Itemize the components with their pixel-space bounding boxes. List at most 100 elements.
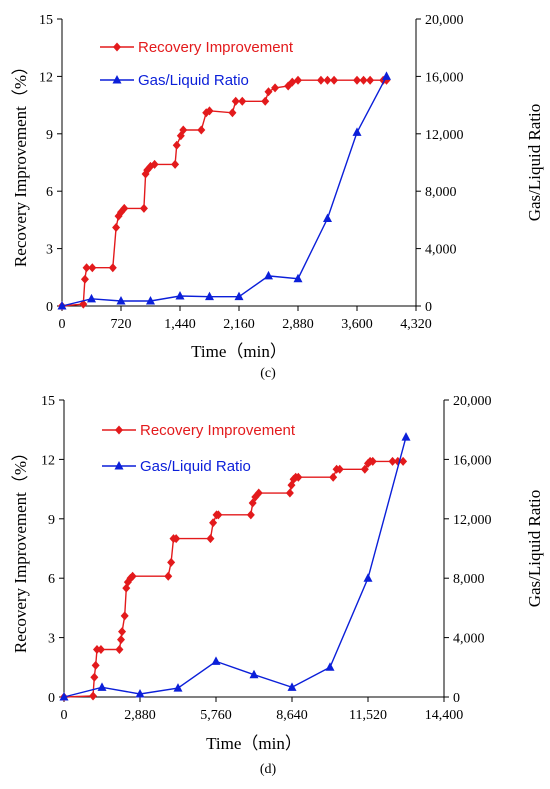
y-tick-label: 15 [41, 394, 55, 409]
recovery-point [118, 627, 127, 637]
recovery-point [288, 77, 297, 87]
recovery-point [271, 83, 280, 93]
chart-panel-d: 0 2,880 5,760 8,640 11,520 14,400 0 3 6 9 12 15 0 4,0… [11, 394, 544, 777]
recovery-point [167, 557, 176, 567]
legend-gas-label: Gas/Liquid Ratio [140, 458, 251, 475]
recovery-point [285, 488, 294, 498]
recovery-point [172, 140, 181, 150]
x-tick-label: 11,520 [349, 708, 387, 723]
recovery-point [360, 464, 369, 474]
recovery-point [120, 203, 129, 213]
recovery-point [261, 96, 270, 106]
recovery-point [82, 263, 91, 273]
gas-liquid-point [205, 291, 214, 301]
gas-liquid-point [87, 293, 96, 303]
recovery-point [120, 611, 129, 621]
y2-tick-label: 20,000 [425, 13, 464, 28]
recovery-point [112, 223, 121, 233]
y2-axis-title: Gas/Liquid Ratio [525, 490, 544, 608]
recovery-point [179, 125, 188, 135]
y-axis-title: Recovery Improvement（%） [11, 444, 30, 653]
recovery-point [171, 159, 180, 169]
recovery-point [264, 87, 273, 97]
gas-liquid-point [382, 71, 391, 80]
y2-tick-label: 0 [453, 691, 460, 706]
y-tick-label: 15 [39, 13, 53, 28]
gas-liquid-point [363, 573, 373, 582]
legend-recovery-label: Recovery Improvement [140, 422, 296, 439]
y-tick-label: 0 [48, 691, 55, 706]
x-axis-title: Time（min） [191, 342, 287, 361]
y-tick-label: 6 [46, 185, 53, 200]
gas-liquid-point [249, 669, 259, 679]
y2-tick-label: 8,000 [453, 572, 485, 587]
gas-liquid-point [352, 127, 362, 136]
y2-tick-label: 12,000 [425, 128, 464, 143]
y-tick-label: 3 [48, 632, 55, 647]
recovery-point [89, 691, 98, 701]
y-tick-label: 9 [48, 513, 55, 528]
gas-liquid-point [234, 291, 244, 301]
recovery-point [164, 571, 173, 581]
recovery-improvement-line [61, 79, 387, 307]
x-tick-label: 14,400 [425, 708, 464, 723]
gas-liquid-point [97, 682, 107, 691]
gas-liquid-point [264, 270, 273, 280]
y-tick-label: 12 [41, 453, 55, 468]
x-tick-label: 8,640 [276, 708, 308, 723]
legend-gas-label: Gas/Liquid Ratio [138, 72, 249, 89]
y2-tick-label: 12,000 [453, 513, 492, 528]
x-tick-label: 1,440 [164, 317, 196, 332]
panel-label: (c) [260, 366, 276, 381]
gas-liquid-point [211, 656, 221, 665]
recovery-point [329, 472, 338, 482]
recovery-point [197, 125, 206, 135]
recovery-point [205, 106, 214, 116]
recovery-point [115, 644, 124, 654]
y-tick-label: 9 [46, 128, 53, 143]
y2-tick-label: 8,000 [425, 185, 457, 200]
recovery-point [96, 644, 105, 654]
y2-tick-label: 16,000 [453, 453, 492, 468]
recovery-point [246, 510, 255, 520]
gas-liquid-point [293, 273, 303, 283]
gas-liquid-point [323, 213, 332, 222]
recovery-point [139, 203, 148, 213]
x-axis-title: Time（min） [206, 734, 302, 753]
gas-liquid-point [287, 682, 297, 691]
gas-liquid-point [57, 301, 67, 310]
chart-panel-c: 0 720 1,440 2,160 2,880 3,600 4,320 0 3 6 9 12 15 0 4,… [11, 13, 544, 381]
gas-liquid-ratio-line [61, 76, 388, 307]
recovery-point [359, 75, 368, 85]
gas-liquid-point [59, 692, 69, 701]
x-tick-label: 2,880 [282, 317, 314, 332]
gas-liquid-point [325, 662, 335, 671]
recovery-point [368, 456, 377, 466]
recovery-point [117, 635, 125, 645]
recovery-point [214, 510, 223, 520]
recovery-point [206, 534, 215, 544]
recovery-point [294, 472, 303, 482]
legend-marker [113, 42, 121, 52]
panel-label: (d) [260, 762, 277, 777]
x-tick-label: 0 [61, 708, 68, 723]
recovery-point [353, 75, 361, 85]
recovery-point [294, 75, 302, 85]
gas-liquid-ratio-line [63, 436, 407, 698]
recovery-point [128, 571, 137, 581]
x-tick-label: 720 [111, 317, 132, 332]
recovery-point [254, 488, 263, 498]
recovery-point [80, 274, 89, 284]
recovery-point [399, 456, 408, 466]
recovery-point [323, 75, 332, 85]
y-tick-label: 12 [39, 70, 53, 85]
y2-tick-label: 16,000 [425, 70, 464, 85]
legend-marker [115, 425, 123, 435]
y-tick-label: 6 [48, 572, 55, 587]
recovery-point [366, 75, 375, 85]
gas-liquid-point [401, 432, 411, 441]
x-tick-label: 2,160 [223, 317, 255, 332]
legend-marker [114, 461, 124, 470]
legend-marker [112, 75, 122, 84]
